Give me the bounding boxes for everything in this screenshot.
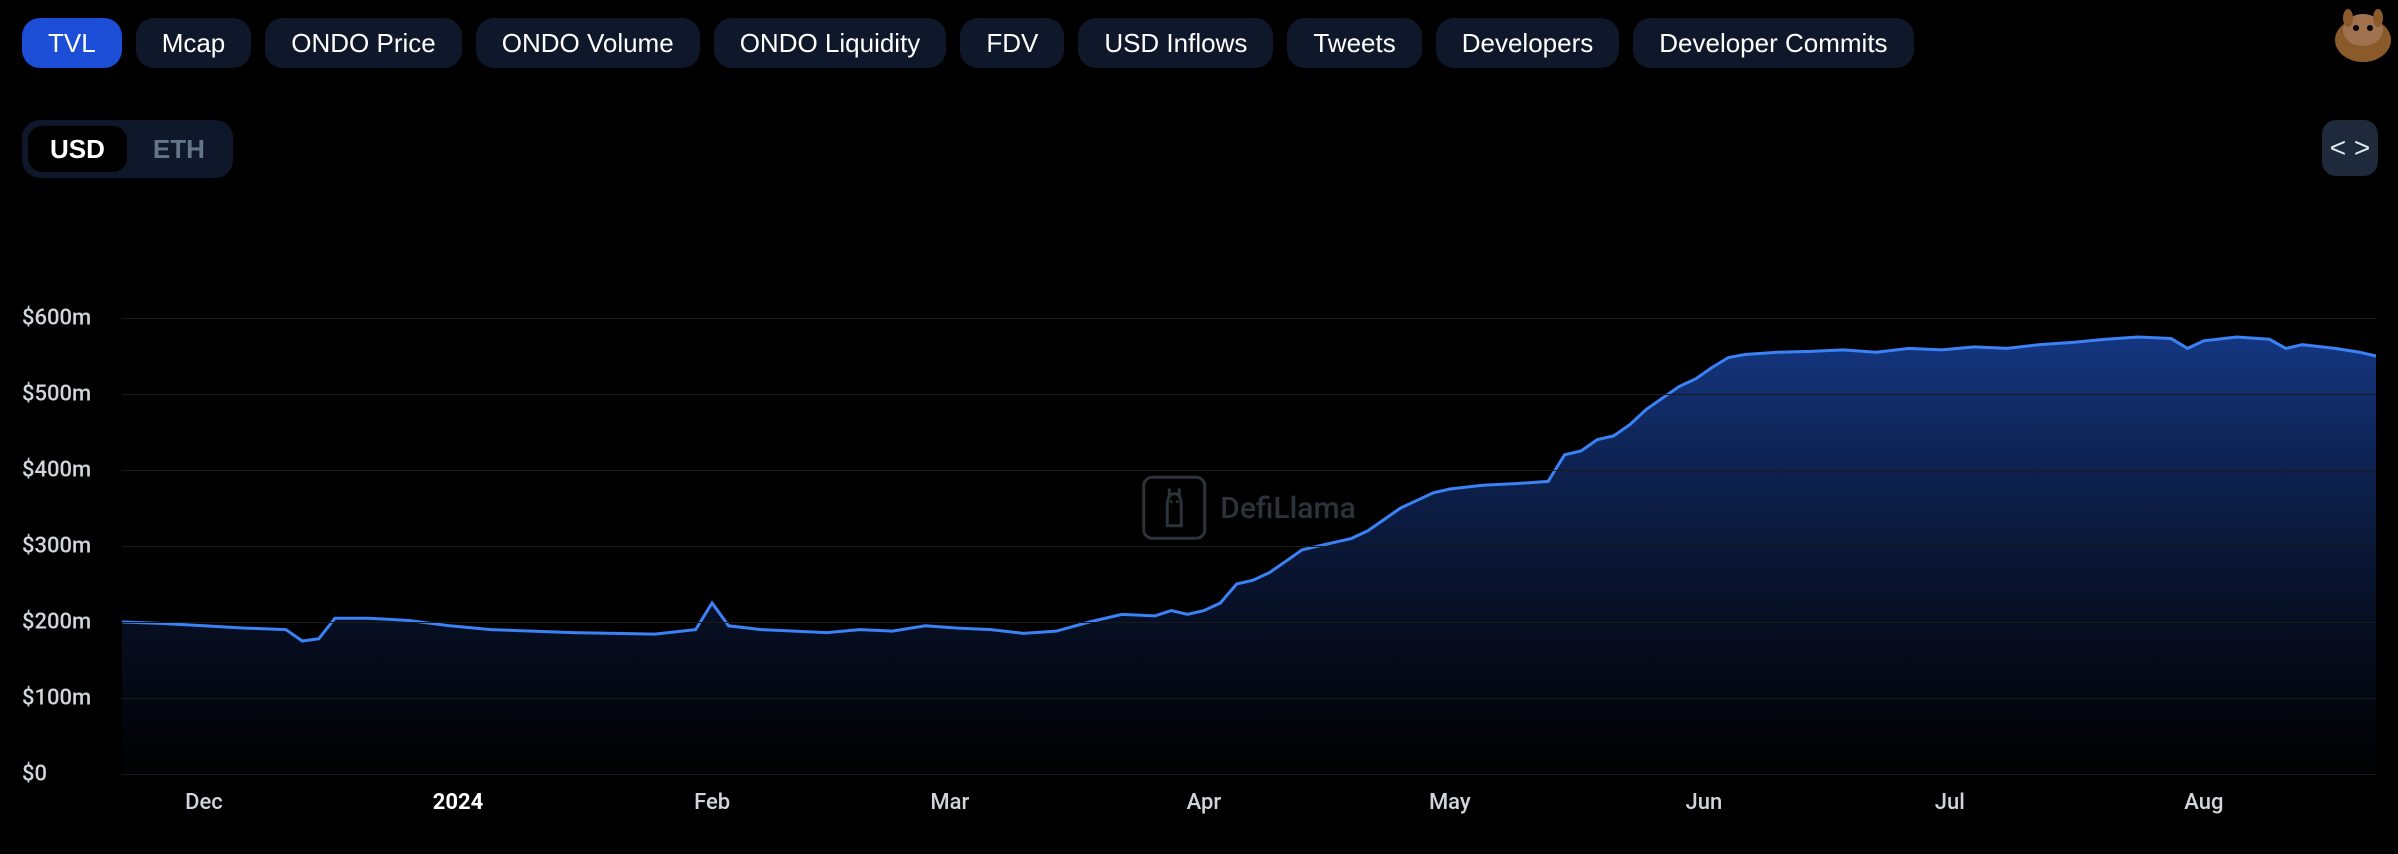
gridline — [122, 470, 2376, 471]
gridline — [122, 622, 2376, 623]
area-series — [122, 280, 2376, 774]
mascot-icon — [2318, 0, 2398, 70]
gridline — [122, 546, 2376, 547]
metric-pill[interactable]: ONDO Volume — [476, 18, 700, 68]
x-tick-label: Jul — [1935, 790, 1965, 815]
metric-pill[interactable]: Developers — [1436, 18, 1620, 68]
y-tick-label: $400m — [22, 458, 114, 483]
plot-area: DefiLlama $0$100m$200m$300m$400m$500m$60… — [122, 280, 2376, 774]
x-tick-label: Aug — [2184, 790, 2223, 815]
denom-option[interactable]: ETH — [131, 126, 227, 172]
x-tick-label: 2024 — [433, 790, 484, 815]
x-tick-label: May — [1429, 790, 1471, 815]
x-tick-label: Feb — [694, 790, 730, 815]
metric-pill[interactable]: ONDO Liquidity — [714, 18, 947, 68]
denom-option[interactable]: USD — [28, 126, 127, 172]
gridline — [122, 318, 2376, 319]
x-tick-label: Jun — [1686, 790, 1723, 815]
y-tick-label: $100m — [22, 686, 114, 711]
metric-pill[interactable]: FDV — [960, 18, 1064, 68]
metric-pill[interactable]: Developer Commits — [1633, 18, 1913, 68]
metric-pill[interactable]: ONDO Price — [265, 18, 461, 68]
gridline — [122, 774, 2376, 775]
metric-pill[interactable]: USD Inflows — [1078, 18, 1273, 68]
embed-icon: < > — [2330, 132, 2370, 164]
metric-pill[interactable]: Mcap — [136, 18, 252, 68]
x-tick-label: Dec — [185, 790, 223, 815]
metric-pill-row: TVL Mcap ONDO Price ONDO Volume ONDO Liquidi… — [22, 18, 1914, 68]
y-tick-label: $600m — [22, 306, 114, 331]
embed-button[interactable]: < > — [2322, 120, 2378, 176]
metric-pill[interactable]: TVL — [22, 18, 122, 68]
gridline — [122, 698, 2376, 699]
x-tick-label: Apr — [1187, 790, 1222, 815]
x-axis-labels: Dec 2024 Feb Mar Apr May Jun Jul Aug — [122, 784, 2376, 834]
y-tick-label: $0 — [22, 762, 114, 787]
denomination-toggle: USDETH — [22, 120, 233, 178]
gridline — [122, 394, 2376, 395]
metric-pill[interactable]: Tweets — [1287, 18, 1421, 68]
y-tick-label: $300m — [22, 534, 114, 559]
y-tick-label: $200m — [22, 610, 114, 635]
y-tick-label: $500m — [22, 382, 114, 407]
chart-screenshot: TVL Mcap ONDO Price ONDO Volume ONDO Liquidi… — [0, 0, 2398, 854]
tvl-chart: DefiLlama $0$100m$200m$300m$400m$500m$60… — [22, 280, 2376, 834]
x-tick-label: Mar — [930, 790, 969, 815]
